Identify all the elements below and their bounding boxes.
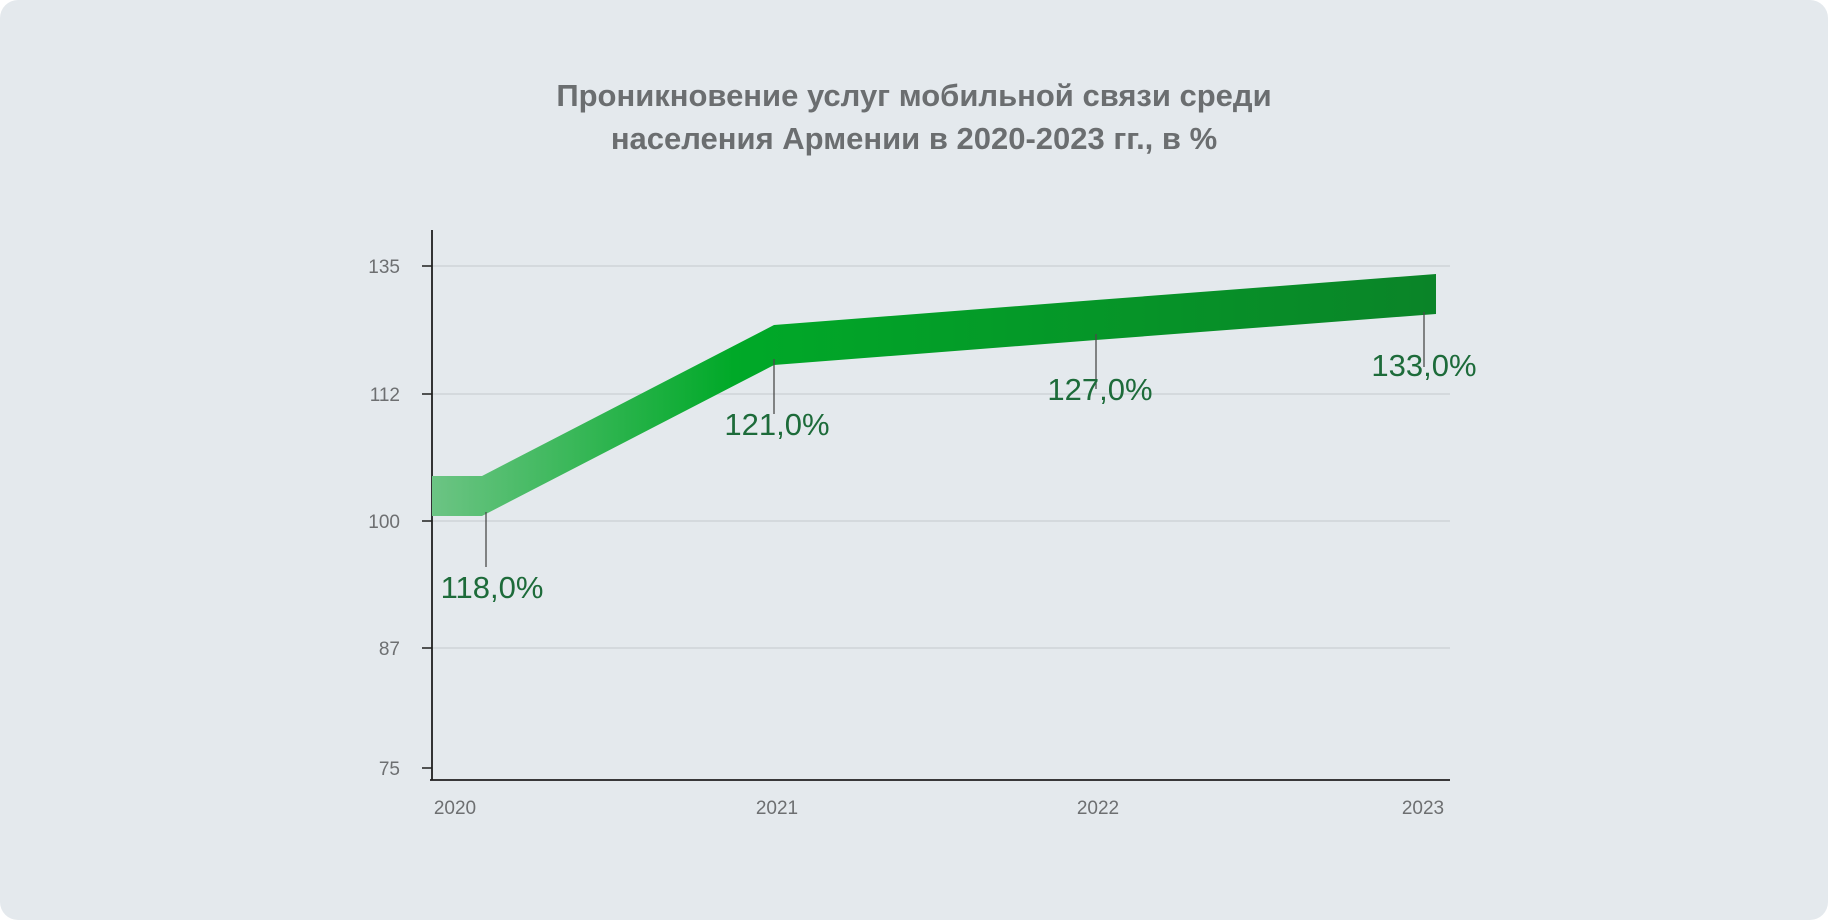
data-label: 121,0% <box>724 407 829 442</box>
x-tick-label: 2023 <box>1402 798 1444 819</box>
chart-title-line-1: Проникновение услуг мобильной связи сред… <box>556 78 1272 113</box>
y-tick-label: 75 <box>379 759 400 780</box>
y-tick-label: 112 <box>370 385 400 406</box>
x-tick-label: 2022 <box>1077 798 1119 819</box>
chart-title: Проникновение услуг мобильной связи сред… <box>0 74 1828 160</box>
chart-title-line-2: населения Армении в 2020-2023 гг., в % <box>610 121 1218 156</box>
data-label: 133,0% <box>1371 348 1476 383</box>
y-tick-label: 135 <box>368 257 400 278</box>
y-tick-label: 87 <box>379 639 400 660</box>
y-tick-label: 100 <box>368 512 400 533</box>
data-label: 127,0% <box>1047 372 1152 407</box>
x-tick-label: 2020 <box>434 798 476 819</box>
x-tick-label: 2021 <box>756 798 798 819</box>
series-band <box>432 274 1436 516</box>
data-label: 118,0% <box>441 570 544 605</box>
